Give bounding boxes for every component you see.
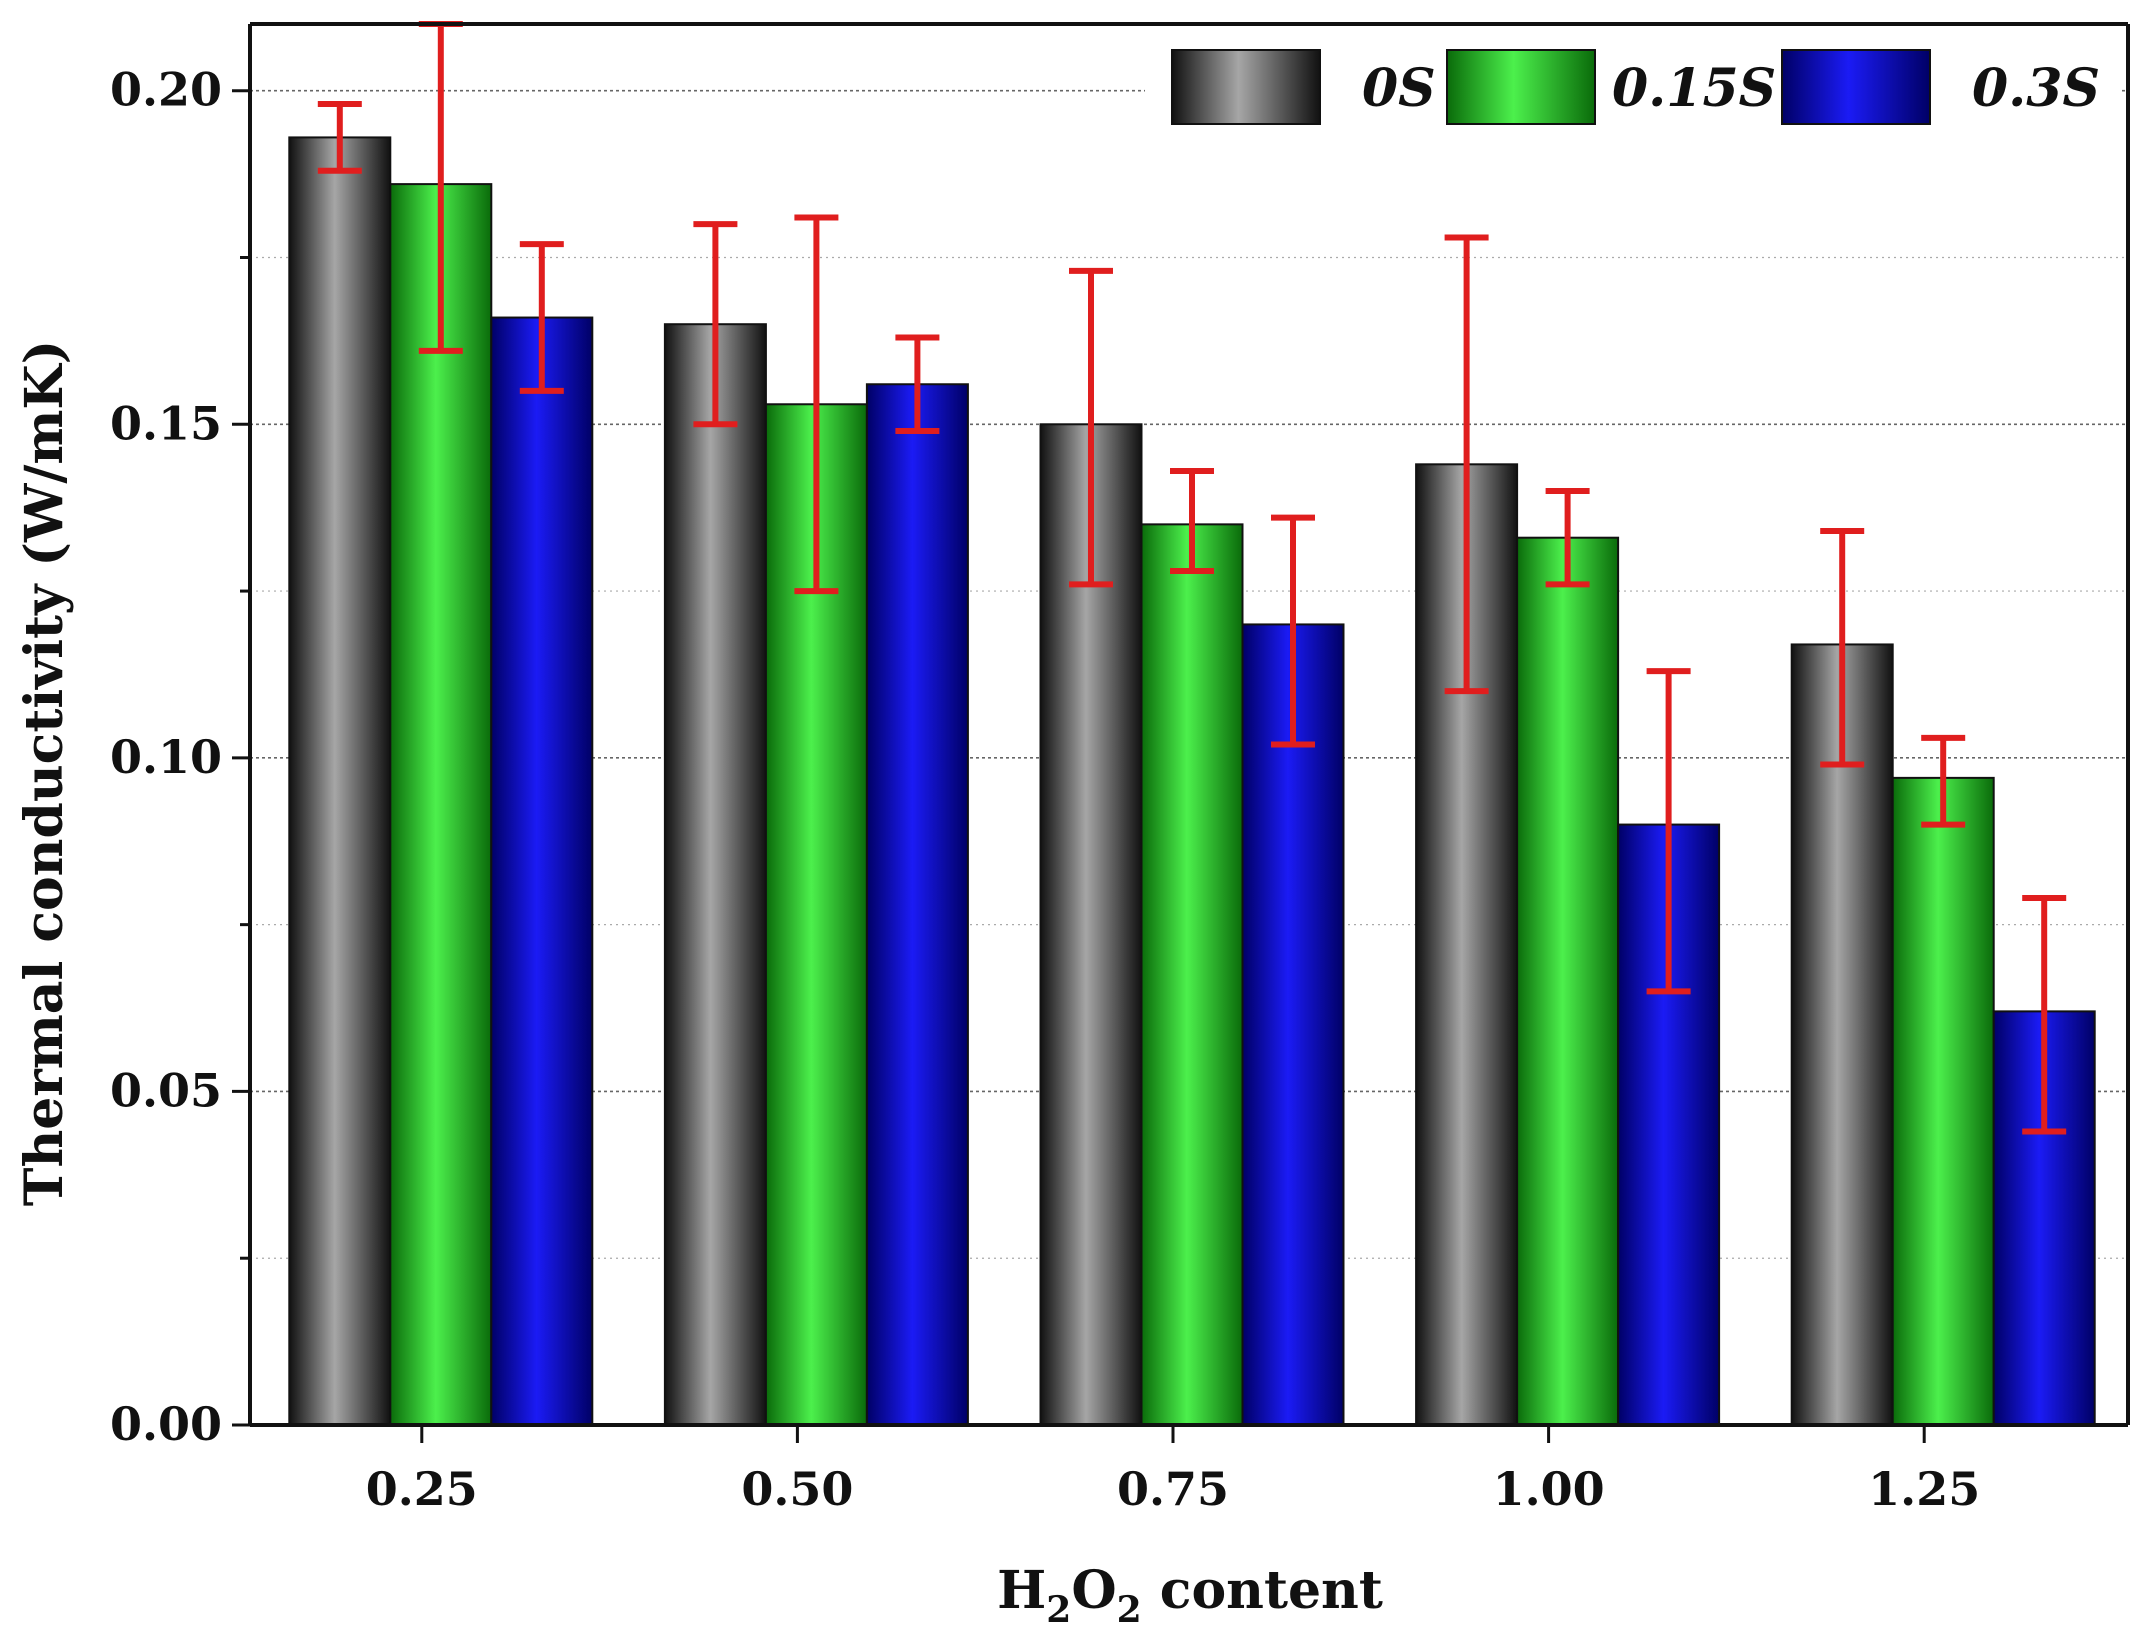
bar-0S-1.25 — [1790, 643, 1894, 1426]
y-axis-ticks: 0.00 0.05 0.10 0.15 0.20 — [110, 63, 250, 1451]
x-axis-title-sub: 2 — [1117, 1589, 1142, 1631]
bar-0.15S-0.25 — [389, 183, 493, 1427]
bar-0S-0.50 — [663, 323, 767, 1427]
legend-label-0.15S: 0.15S — [1612, 58, 1776, 119]
error-bar-0S-1.00 — [1444, 234, 1489, 695]
error-bar-0S-1.25 — [1820, 528, 1865, 768]
error-bar-0.15S-1.00 — [1545, 488, 1590, 588]
legend-label-0S: 0S — [1362, 58, 1436, 119]
legend-swatch-0.15S — [1446, 49, 1596, 125]
error-bars — [317, 21, 2067, 1135]
x-tick-label: 1.25 — [1868, 1462, 1980, 1516]
error-bar-0S-0.50 — [693, 221, 738, 428]
x-tick-label: 0.50 — [741, 1462, 853, 1516]
legend-label-0.3S: 0.3S — [1972, 58, 2100, 119]
error-bar-0.3S-1.00 — [1646, 668, 1691, 995]
error-bar-0S-0.75 — [1069, 267, 1113, 588]
bar-0.3S-0.50 — [865, 383, 969, 1426]
error-bar-0.3S-1.25 — [2022, 894, 2067, 1135]
error-bar-0.3S-0.50 — [895, 334, 940, 434]
y-tick-label: 0.10 — [110, 730, 222, 784]
bar-0.3S-0.25 — [490, 316, 594, 1426]
y-tick-label: 0.20 — [110, 63, 222, 117]
bar-0.15S-1.00 — [1516, 536, 1620, 1426]
bar-0.15S-0.75 — [1140, 523, 1244, 1426]
y-axis-title: Thermal conductivity (W/mK) — [14, 340, 75, 1206]
x-tick-label: 0.25 — [366, 1462, 478, 1516]
bar-0.3S-0.75 — [1241, 623, 1345, 1426]
error-bar-0.15S-0.75 — [1170, 467, 1214, 575]
bars — [288, 136, 2096, 1427]
x-axis-title-part: content — [1142, 1560, 1383, 1621]
x-tick-label: 0.75 — [1117, 1462, 1229, 1516]
legend-swatch-0S — [1171, 49, 1321, 125]
error-bar-0S-0.25 — [317, 101, 362, 174]
x-axis-title: H2O2 content — [997, 1560, 1383, 1631]
x-axis-ticks: 0.25 0.50 0.75 1.00 1.25 — [366, 1425, 1980, 1516]
legend-swatch-0.3S — [1781, 49, 1931, 125]
y-tick-label: 0.05 — [110, 1063, 222, 1117]
bar-0.15S-1.25 — [1891, 776, 1995, 1426]
error-bar-0.15S-1.25 — [1921, 734, 1966, 828]
error-bar-0.15S-0.50 — [794, 214, 839, 595]
axes — [248, 22, 2130, 1427]
x-axis-title-part: H — [997, 1560, 1046, 1621]
error-bar-0.3S-0.25 — [519, 241, 564, 394]
x-axis-title-sub: 2 — [1046, 1589, 1071, 1631]
y-tick-label: 0.15 — [110, 396, 222, 450]
x-tick-label: 1.00 — [1493, 1462, 1605, 1516]
error-bar-0.3S-0.75 — [1271, 514, 1315, 748]
y-tick-label: 0.00 — [110, 1397, 222, 1451]
bar-0S-0.25 — [288, 136, 392, 1426]
x-axis-title-part: O — [1071, 1560, 1116, 1621]
legend: 0S 0.15S 0.3S — [1145, 36, 2120, 136]
